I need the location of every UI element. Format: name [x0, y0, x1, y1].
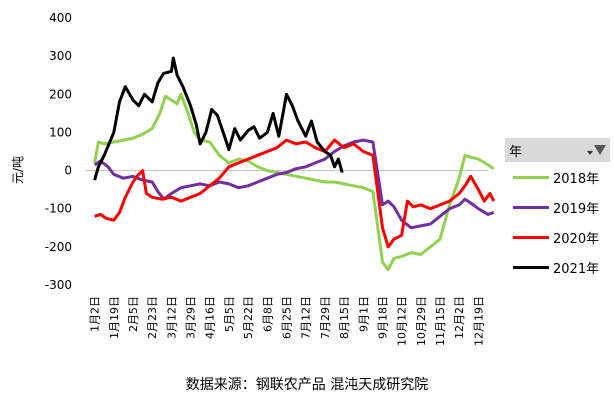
legend-item: 2021年 [505, 252, 610, 282]
x-tick-label: 4月16日 [204, 296, 217, 339]
series-line-2019 [93, 138, 495, 230]
y-axis-label: 元/吨 [11, 156, 25, 184]
x-tick-label: 1月19日 [108, 296, 121, 339]
series-lines [93, 56, 496, 272]
y-tick-label: 100 [49, 125, 72, 139]
legend-swatch [513, 205, 549, 209]
x-tick-label: 5月22日 [242, 296, 255, 339]
legend-swatch [513, 265, 549, 269]
legend-label: 2019年 [553, 201, 600, 217]
x-tick-label: 9月18日 [376, 296, 389, 339]
x-tick-label: 11月15日 [434, 296, 447, 346]
legend-swatch [513, 175, 549, 179]
legend-title: 年 [509, 144, 523, 160]
source-note: 数据来源：钢联农产品 混沌天成研究院 [185, 377, 429, 393]
series-line-2020 [94, 138, 496, 249]
x-tick-label: 5月5日 [223, 296, 236, 332]
x-tick-label: 10月29日 [415, 296, 428, 346]
filter-icon[interactable] [587, 145, 606, 155]
y-tick-label: 300 [49, 49, 72, 63]
x-tick-label: 12月2日 [453, 296, 466, 339]
legend: 年 2018年 2019年 2020年 2021年 [505, 138, 610, 282]
x-tick-label: 2月5日 [127, 296, 140, 332]
series-line-2018 [93, 92, 495, 272]
series-line-2021 [93, 56, 344, 181]
legend-item: 2019年 [505, 192, 610, 222]
x-tick-label: 3月12日 [165, 296, 178, 339]
legend-item: 2020年 [505, 222, 610, 252]
legend-label: 2021年 [553, 261, 600, 277]
legend-swatch [513, 235, 549, 239]
legend-items: 2018年 2019年 2020年 2021年 [505, 162, 610, 282]
legend-label: 2018年 [553, 171, 600, 187]
x-tick-label: 10月12日 [396, 296, 409, 346]
x-tick-label: 8月15日 [338, 296, 351, 339]
x-tick-label: 7月29日 [319, 296, 332, 339]
x-tick-label: 2月23日 [146, 296, 159, 339]
legend-header[interactable]: 年 [505, 138, 610, 162]
x-tick-label: 12月19日 [472, 296, 485, 346]
x-tick-label: 7月12日 [300, 296, 313, 339]
y-tick-label: 400 [49, 11, 72, 25]
legend-label: 2020年 [553, 231, 600, 247]
x-axis: 1月2日 1月19日 2月5日 2月23日 3月12日 3月29日 4月16日 5月5日 5月2… [85, 170, 488, 346]
y-tick-label: -100 [45, 202, 72, 216]
y-tick-label: 0 [64, 164, 72, 178]
y-tick-label: -200 [45, 240, 72, 254]
x-tick-label: 6月25日 [281, 296, 294, 339]
x-tick-label: 3月29日 [185, 296, 198, 339]
y-axis: 400 300 200 100 0 -100 -200 -300 [45, 11, 72, 292]
x-tick-label: 6月8日 [261, 296, 274, 332]
y-tick-label: -300 [45, 278, 72, 292]
y-tick-label: 200 [49, 87, 72, 101]
legend-item: 2018年 [505, 162, 610, 192]
x-tick-label: 9月1日 [357, 296, 370, 332]
x-tick-label: 1月2日 [89, 296, 102, 332]
